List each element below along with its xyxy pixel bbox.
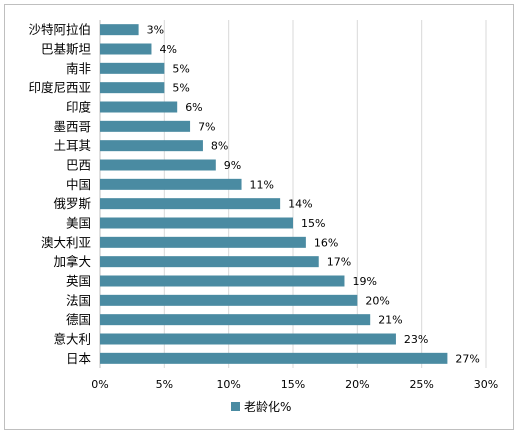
bar xyxy=(100,198,281,210)
data-label: 17% xyxy=(327,256,351,269)
category-label: 俄罗斯 xyxy=(53,196,91,211)
data-label: 6% xyxy=(185,101,202,114)
bar xyxy=(100,217,293,229)
category-label: 土耳其 xyxy=(53,138,91,153)
bar xyxy=(100,62,165,74)
data-label: 9% xyxy=(224,159,241,172)
bar xyxy=(100,159,216,171)
bar xyxy=(100,256,319,268)
category-label: 南非 xyxy=(66,61,91,76)
bar xyxy=(100,352,448,364)
x-tick-label: 20% xyxy=(345,378,369,391)
category-label: 加拿大 xyxy=(53,254,91,269)
x-tick-label: 15% xyxy=(281,378,305,391)
x-axis-ticks: 0% 5% 10% 15% 20% 25% 30% xyxy=(91,378,498,391)
x-tick-label: 25% xyxy=(409,378,433,391)
category-label: 巴基斯坦 xyxy=(41,42,91,57)
data-label: 11% xyxy=(250,178,274,191)
x-tick-label: 5% xyxy=(156,378,173,391)
legend: 老龄化% xyxy=(231,400,291,414)
bar xyxy=(100,178,242,190)
category-label: 中国 xyxy=(66,177,91,192)
legend-label: 老龄化% xyxy=(244,400,291,414)
category-label: 澳大利亚 xyxy=(41,235,91,250)
x-tick-label: 10% xyxy=(216,378,240,391)
data-label: 27% xyxy=(455,352,479,365)
category-label: 意大利 xyxy=(53,332,91,347)
bar xyxy=(100,24,139,36)
data-label: 16% xyxy=(314,236,338,249)
bar xyxy=(100,236,306,248)
category-label: 沙特阿拉伯 xyxy=(28,22,91,37)
data-label: 4% xyxy=(159,43,176,56)
bar xyxy=(100,140,203,152)
category-label: 美国 xyxy=(66,216,91,231)
category-label: 巴西 xyxy=(66,158,91,173)
category-label: 印度 xyxy=(66,100,92,115)
bar xyxy=(100,120,191,132)
data-label: 23% xyxy=(404,333,428,346)
category-label: 墨西哥 xyxy=(53,119,91,134)
data-label: 7% xyxy=(198,120,215,133)
bar xyxy=(100,82,165,94)
category-label: 法国 xyxy=(66,293,91,308)
bar xyxy=(100,43,152,55)
data-label: 15% xyxy=(301,217,325,230)
data-label: 14% xyxy=(288,198,312,211)
data-label: 5% xyxy=(172,82,189,95)
category-label: 德国 xyxy=(66,312,91,327)
bar xyxy=(100,294,358,306)
x-tick-label: 30% xyxy=(474,378,498,391)
data-label: 21% xyxy=(378,314,402,327)
x-tick-label: 0% xyxy=(91,378,108,391)
data-label: 19% xyxy=(352,275,376,288)
bar xyxy=(100,275,345,287)
data-label: 20% xyxy=(365,294,389,307)
bar xyxy=(100,314,371,326)
category-label: 印度尼西亚 xyxy=(28,80,91,95)
data-label: 5% xyxy=(172,62,189,75)
category-label: 英国 xyxy=(66,274,91,289)
data-label: 8% xyxy=(211,140,228,153)
bars xyxy=(100,24,448,364)
category-labels: 沙特阿拉伯巴基斯坦南非印度尼西亚印度墨西哥土耳其巴西中国俄罗斯美国澳大利亚加拿大… xyxy=(28,22,91,366)
value-labels: 3% 4% 5% 5% 6% 7% 8% 9% 11% 14% 15% 16% 17%19% 20% 21%… xyxy=(147,24,480,366)
bar xyxy=(100,101,178,113)
bar xyxy=(100,333,396,345)
data-label: 3% xyxy=(147,24,164,37)
category-label: 日本 xyxy=(66,351,92,366)
gridlines xyxy=(99,20,487,368)
legend-swatch xyxy=(231,402,240,411)
